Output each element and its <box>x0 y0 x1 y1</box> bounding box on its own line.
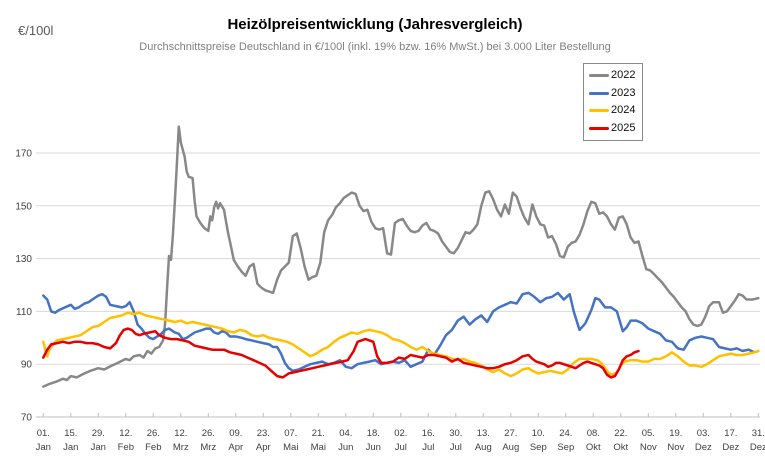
legend: 2022 2023 2024 2025 <box>583 63 643 141</box>
x-tick-label: 19. Nov <box>667 428 684 453</box>
y-axis-unit-label: €/100l <box>18 23 54 38</box>
x-tick-label: 18. Jun <box>366 428 381 453</box>
x-tick-label: 12. Mrz <box>173 428 189 453</box>
y-tick-label: 150 <box>15 201 32 212</box>
x-tick-label: 08. Okt <box>586 428 601 453</box>
y-tick-label: 170 <box>15 149 32 160</box>
legend-item-2022: 2022 <box>589 70 642 81</box>
legend-label-2022: 2022 <box>611 69 636 82</box>
x-tick-label: 07. Mai <box>283 428 298 453</box>
y-tick-label: 130 <box>15 254 32 265</box>
x-tick-label: 21. Mai <box>311 428 326 453</box>
x-tick-label: 26. Feb <box>145 428 161 453</box>
x-tick-label: 01. Jan <box>36 428 51 453</box>
legend-item-2023: 2023 <box>589 86 642 99</box>
legend-item-2024: 2024 <box>589 105 642 116</box>
x-tick-label: 15. Jan <box>63 428 78 453</box>
series-line-2022 <box>42 125 760 388</box>
x-tick-label: 02. Jul <box>394 428 407 453</box>
y-tick-label: 110 <box>16 307 32 318</box>
x-tick-label: 23. Apr <box>256 428 271 453</box>
x-tick-label: 17. Dez <box>722 428 739 453</box>
x-tick-label: 12. Feb <box>118 428 134 453</box>
chart-subtitle: Durchschnittspreise Deutschland in €/100… <box>139 41 611 53</box>
x-tick-label: 24. Sep <box>557 428 574 453</box>
legend-item-2025: 2025 <box>589 121 642 134</box>
x-tick-label: 09. Apr <box>228 428 243 453</box>
x-tick-label: 10. Sep <box>530 428 547 453</box>
legend-swatch-2025 <box>589 126 609 130</box>
x-tick-label: 26. Mrz <box>200 428 216 453</box>
x-tick-label: 16. Jul <box>422 428 435 453</box>
x-tick-label: 04. Jun <box>338 428 353 453</box>
legend-label-2023: 2023 <box>611 86 636 99</box>
legend-swatch-2022 <box>589 74 609 78</box>
series-line-2024 <box>42 311 760 378</box>
x-tick-label: 29. Jan <box>91 428 106 453</box>
y-tick-label: 70 <box>21 413 33 424</box>
series-line-2025 <box>42 327 640 379</box>
legend-label-2025: 2025 <box>611 121 636 134</box>
x-tick-label: 03. Dez <box>695 428 712 453</box>
legend-label-2024: 2024 <box>611 104 636 117</box>
x-tick-label: 05. Nov <box>640 428 657 453</box>
x-tick-label: 13. Aug <box>475 428 492 453</box>
x-tick-label: 27. Aug <box>502 428 519 453</box>
x-tick-label: 31. Dez <box>750 428 765 453</box>
x-tick-label: 30. Jul <box>449 428 462 453</box>
x-tick-label: 22. Okt <box>613 428 628 453</box>
chart-title: Heizölpreisentwicklung (Jahresvergleich) <box>227 16 523 33</box>
y-tick-label: 90 <box>21 360 33 371</box>
legend-swatch-2023 <box>589 91 609 95</box>
legend-swatch-2024 <box>589 109 609 113</box>
